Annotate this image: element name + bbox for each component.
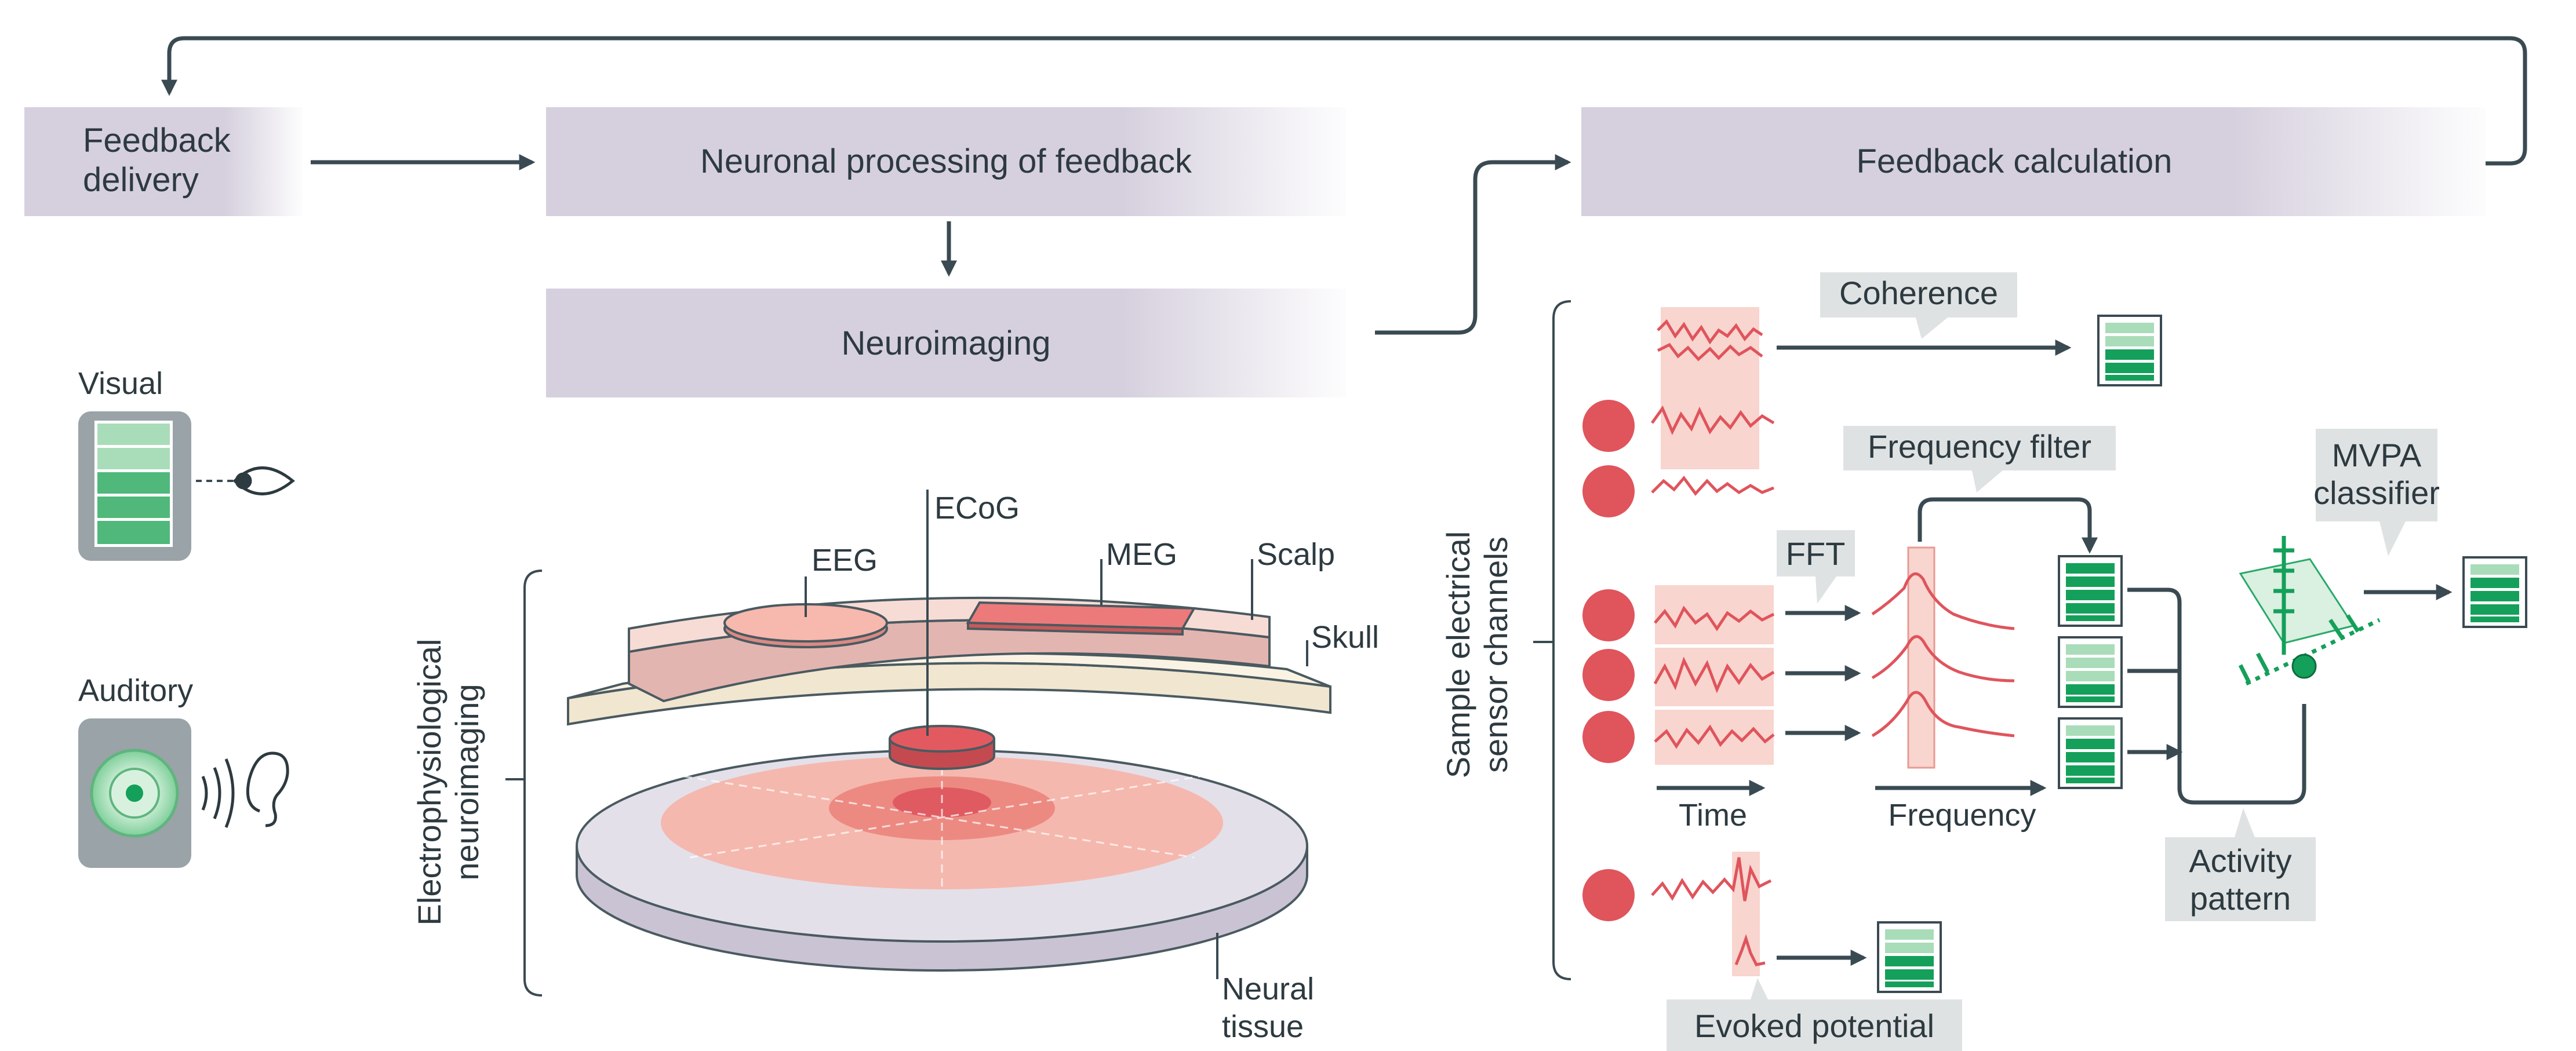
channel-dots [1582,400,1635,921]
svg-text:sensor channels: sensor channels [1478,537,1514,773]
svg-text:classifier: classifier [2313,475,2440,511]
svg-text:Coherence: Coherence [1839,275,1998,311]
eye-icon [232,466,295,495]
flow-arrows [161,36,2527,335]
evoked-signals [1651,857,1772,966]
activity-pattern-arrows [2127,587,2306,805]
feedback-calculation-label: Feedback calculation [1857,143,2173,180]
frequency-filter-arrow [1918,497,2098,554]
activity-pattern-callout: Activity pattern [2165,808,2316,921]
svg-text:neuroimaging: neuroimaging [449,684,485,880]
time-signals [1653,605,1775,749]
svg-text:pattern: pattern [2190,880,2291,917]
meg-sensor [966,601,1196,636]
eeg-label: EEG [812,543,878,578]
neuroimaging-bracket [505,570,543,997]
ear-icon [246,751,289,827]
auditory-label: Auditory [78,673,193,708]
svg-text:Activity: Activity [2189,842,2291,879]
coherence-signals [1650,319,1775,496]
feature-meter-icon [2058,636,2123,708]
frequency-spectra [1871,572,2015,738]
neuronal-processing-box [546,107,1346,216]
sensor-bracket [1533,300,1571,980]
feature-meter-icon [2058,555,2123,627]
neuroimaging-pointers [805,490,1308,979]
neuroimaging-box [546,289,1346,397]
feedback-delivery-label-2: delivery [83,161,199,199]
ecog-electrode [889,725,995,770]
svg-text:Sample electrical: Sample electrical [1440,531,1476,778]
fft-callout: FFT [1777,530,1855,604]
meg-label: MEG [1106,537,1177,572]
sensor-side-label: Sample electrical sensor channels [1440,531,1514,778]
svg-text:Electrophysiological: Electrophysiological [411,639,447,926]
feedback-calculation-box [1581,107,2486,216]
svg-text:Frequency filter: Frequency filter [1868,428,2091,465]
ecog-label: ECoG [934,491,1020,526]
skull-label: Skull [1311,620,1379,655]
neuroimaging-label: Neuroimaging [841,324,1050,362]
frequency-label: Frequency [1888,798,2036,833]
neural-tissue-disc [576,749,1308,972]
visual-display [78,411,191,561]
coherence-meter-icon [2097,315,2162,386]
time-signal-band [1655,585,1774,765]
visual-label: Visual [78,366,163,401]
feedback-delivery-box [24,107,303,216]
svg-text:FFT: FFT [1786,535,1846,572]
coherence-signal-band [1661,307,1759,469]
scalp-label: Scalp [1257,537,1335,572]
feedback-delivery-label-1: Feedback [83,122,231,159]
speaker-device [78,718,191,868]
frequency-filter-band [1907,546,1935,769]
neural-tissue-label-2: tissue [1222,1009,1304,1044]
neuroimaging-side-label: Electrophysiological neuroimaging [411,639,485,926]
neural-tissue-label-1: Neural [1222,972,1314,1006]
mvpa-callout: MVPA classifier [2313,429,2440,556]
mvpa-classifier-icon [2238,536,2381,686]
time-label: Time [1679,798,1747,833]
fft-arrows [1785,605,1861,741]
eeg-electrode [723,603,888,648]
time-separators [1655,644,1774,710]
frequency-filter-callout: Frequency filter [1843,426,2116,492]
neuronal-processing-label: Neuronal processing of feedback [700,143,1192,180]
svg-text:MVPA: MVPA [2332,437,2422,473]
mvpa-meter-icon [2462,556,2527,628]
evoked-potential-callout: Evoked potential [1667,978,1962,1051]
svg-text:Evoked potential: Evoked potential [1694,1008,1934,1044]
sound-waves [201,758,235,828]
coherence-callout: Coherence [1820,272,2017,339]
evoked-meter-icon [1877,921,1942,993]
feature-meter-icon [2058,717,2123,789]
